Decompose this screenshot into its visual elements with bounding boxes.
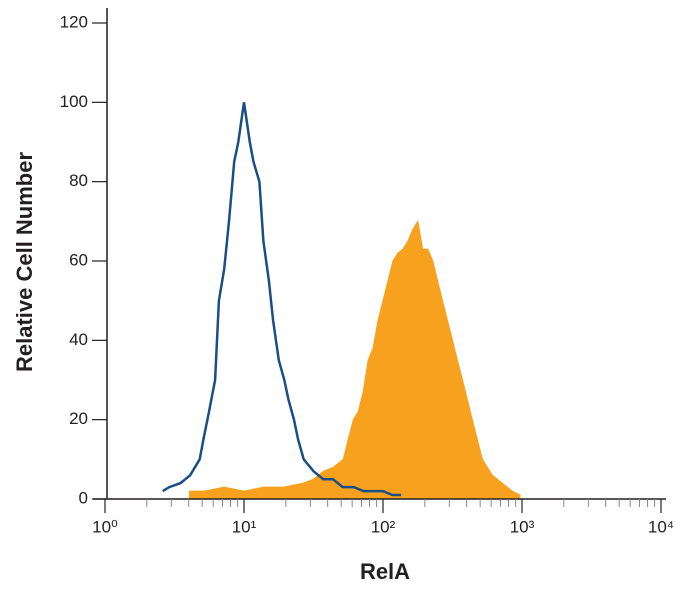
x-tick-label: 10⁴ — [648, 517, 674, 536]
y-tick-label: 0 — [79, 488, 88, 507]
y-tick-label: 40 — [69, 330, 88, 349]
x-tick-label: 10⁰ — [92, 517, 118, 536]
histogram-line — [162, 102, 402, 497]
y-tick-label: 120 — [60, 12, 88, 31]
y-tick-label: 20 — [69, 409, 88, 428]
y-axis-title: Relative Cell Number — [12, 152, 37, 373]
y-tick-label: 80 — [69, 171, 88, 190]
y-tick-label: 100 — [60, 92, 88, 111]
x-axis-title: RelA — [360, 559, 410, 584]
y-tick-label: 60 — [69, 250, 88, 269]
histogram-area — [188, 219, 521, 500]
x-tick-label: 10³ — [510, 517, 535, 536]
x-tick-label: 10² — [371, 517, 396, 536]
x-tick-label: 10¹ — [232, 517, 257, 536]
